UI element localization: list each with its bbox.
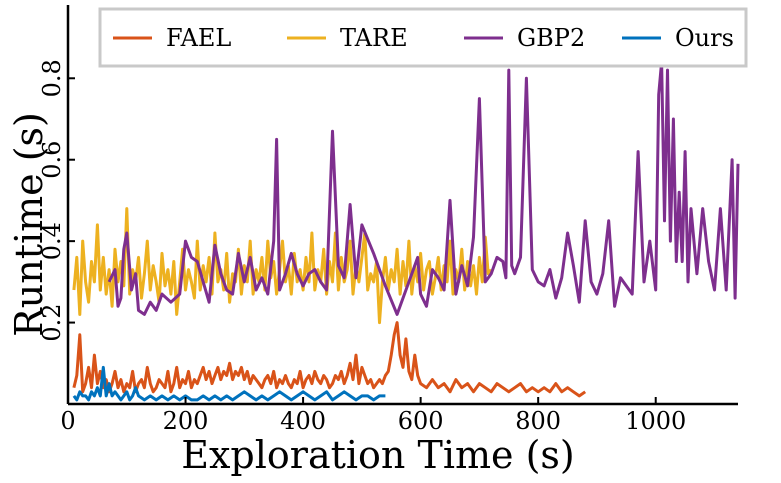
legend-label-ours: Ours <box>675 24 734 52</box>
x-tick-label: 200 <box>163 407 209 435</box>
series-line-ours <box>72 365 386 402</box>
y-axis-title: Runtime (s) <box>7 112 51 337</box>
x-tick-label: 800 <box>515 407 561 435</box>
y-tick-label: 0.4 <box>38 222 66 260</box>
legend: FAEL TARE GBP2 Ours <box>98 7 748 68</box>
x-axis-title: Exploration Time (s) <box>181 433 574 477</box>
series-lines <box>72 60 740 402</box>
legend-label-fael: FAEL <box>166 24 231 52</box>
series-line-tare <box>72 207 493 325</box>
y-tick-label: 0.2 <box>38 303 66 341</box>
legend-label-gbp2: GBP2 <box>517 24 585 52</box>
ticks: 0 200 400 600 800 1000 0.2 0.4 0.6 0.8 <box>38 59 686 435</box>
x-tick-label: 0 <box>60 407 75 435</box>
legend-label-tare: TARE <box>340 24 408 52</box>
axes <box>66 5 738 406</box>
series-line-fael <box>72 321 587 398</box>
x-tick-label: 1000 <box>625 407 686 435</box>
y-tick-label: 0.6 <box>38 141 66 179</box>
x-tick-label: 400 <box>280 407 326 435</box>
x-tick-label: 600 <box>398 407 444 435</box>
y-tick-label: 0.8 <box>38 59 66 97</box>
